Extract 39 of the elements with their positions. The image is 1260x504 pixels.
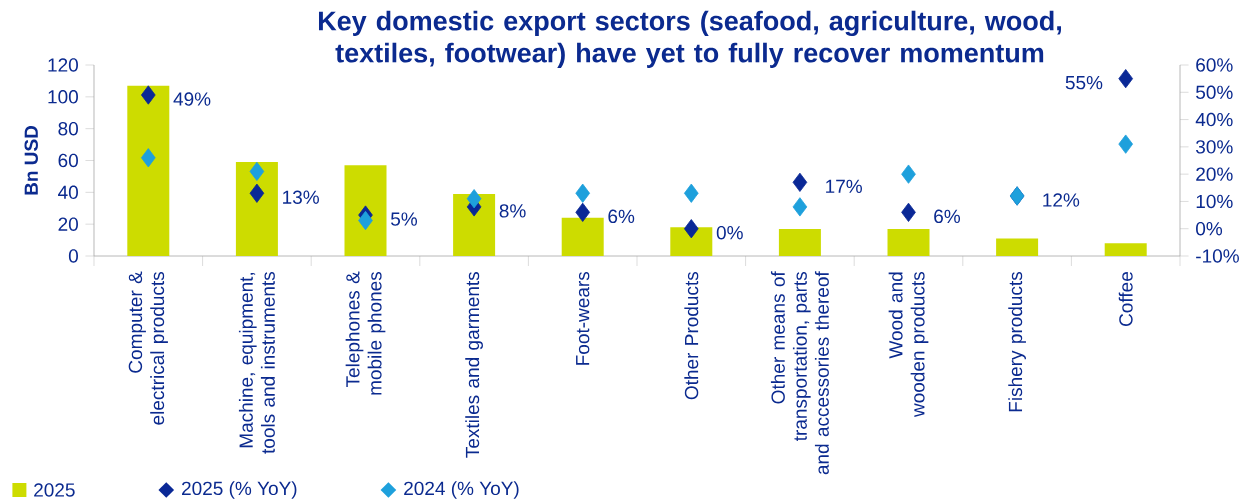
data-label: 49% (173, 92, 211, 106)
y-tick-label: 0 (68, 249, 78, 263)
y2-tick-label: 0% (1196, 221, 1223, 236)
x-tick-label: Other Products (684, 271, 699, 400)
data-label: 12% (1043, 193, 1080, 207)
data-label: 13% (283, 190, 319, 204)
x-tick-label: Fishery products (1008, 271, 1026, 412)
x-tick-label: Other means of transportation, parts and accessories thereof (770, 271, 829, 475)
y2-tick-label: 30% (1196, 140, 1233, 154)
chart-title: Key domestic export sectors (seafood, agriculture, wood, textiles, footwear) have yet to fully recover momentum (318, 10, 1062, 68)
data-label: 8% (499, 204, 526, 218)
data-label: 17% (826, 179, 862, 193)
x-tick-label: Computer & electrical products (128, 271, 168, 425)
y2-tick-label: 60% (1196, 58, 1233, 72)
data-label: 6% (934, 209, 961, 224)
y2-tick-label: 20% (1196, 167, 1233, 181)
legend-label: 2024 (% YoY) (404, 481, 519, 499)
y2-tick-label: 10% (1196, 194, 1233, 209)
y-axis-title: Bn USD (24, 125, 38, 195)
y-tick-label: 100 (48, 90, 78, 104)
x-tick-label: Textiles and garments (465, 272, 483, 458)
y2-tick-label: 40% (1195, 112, 1233, 127)
y2-tick-label: -10% (1196, 249, 1239, 263)
y-tick-label: 20 (58, 217, 78, 231)
y2-tick-label: 50% (1196, 85, 1233, 100)
x-tick-label: Wood and wooden products (888, 271, 929, 418)
y-tick-label: 40 (58, 185, 78, 200)
x-tick-label: Coffee (1118, 272, 1133, 326)
y-tick-label: 80 (58, 121, 78, 136)
y-tick-label: 60 (58, 153, 78, 168)
data-label: 6% (608, 209, 635, 224)
data-label: 5% (390, 212, 418, 226)
data-label: 0% (716, 225, 743, 240)
x-tick-label: Foot-wears (576, 271, 590, 365)
y-tick-label: 120 (48, 58, 78, 72)
legend-label: 2025 (34, 483, 75, 497)
x-tick-label: Machine, equipment, tools and instruments (238, 271, 275, 454)
legend-label: 2025 (% YoY) (182, 481, 297, 499)
data-label: 55% (1065, 75, 1103, 90)
